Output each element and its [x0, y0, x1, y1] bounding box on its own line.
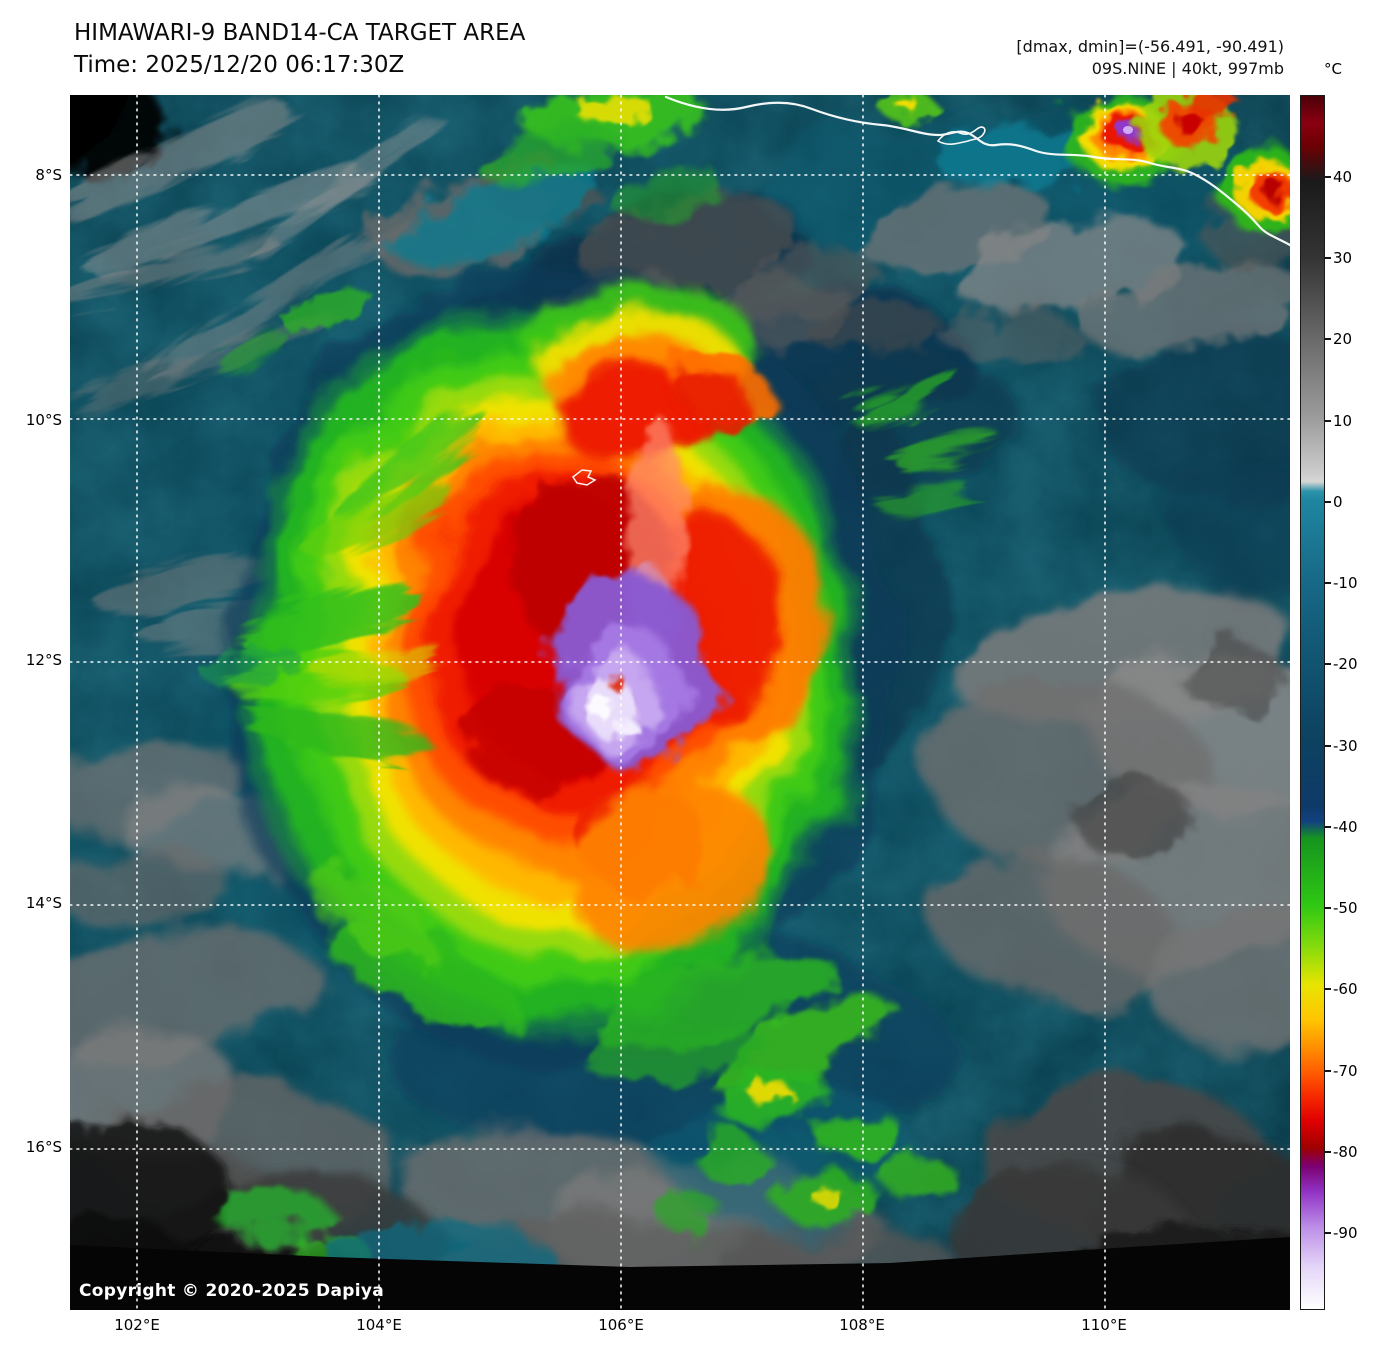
lon-label-110e: 110°E: [1081, 1316, 1127, 1334]
colorbar-unit-label: °C: [1324, 60, 1342, 78]
colorbar-label-0: 0: [1333, 493, 1343, 511]
colorbar-label-m80: -80: [1333, 1143, 1358, 1161]
colorbar-tick-mark: [1325, 1151, 1331, 1153]
copyright-text: Copyright © 2020-2025 Dapiya: [79, 1281, 384, 1301]
product-title: HIMAWARI-9 BAND14-CA TARGET AREA: [74, 20, 526, 46]
colorbar-tick-mark: [1325, 745, 1331, 747]
colorbar-tick-mark: [1325, 907, 1331, 909]
product-time: Time: 2025/12/20 06:17:30Z: [74, 52, 405, 78]
convective-cells: [201, 95, 993, 1297]
dmax-dmin-readout: [dmax, dmin]=(-56.491, -90.491): [1016, 37, 1284, 56]
colorbar-label-m10: -10: [1333, 574, 1358, 592]
temperature-colorbar: [1300, 95, 1325, 1310]
satellite-map: [70, 95, 1290, 1310]
colorbar-label-10: 10: [1333, 412, 1353, 430]
colorbar-label-m60: -60: [1333, 980, 1358, 998]
lon-label-108e: 108°E: [839, 1316, 885, 1334]
colorbar-label-20: 20: [1333, 330, 1353, 348]
colorbar-tick-mark: [1325, 176, 1331, 178]
lat-label-16s: 16°S: [25, 1138, 62, 1156]
lat-label-10s: 10°S: [25, 411, 62, 429]
colorbar-label-m20: -20: [1333, 655, 1358, 673]
colorbar-label-m90: -90: [1333, 1224, 1358, 1242]
colorbar-label-40: 40: [1333, 168, 1353, 186]
colorbar-label-m30: -30: [1333, 737, 1358, 755]
spiral-rainbands: [220, 408, 892, 1093]
lon-label-106e: 106°E: [598, 1316, 644, 1334]
colorbar-tick-mark: [1325, 338, 1331, 340]
colorbar-label-m50: -50: [1333, 899, 1358, 917]
colorbar-tick-mark: [1325, 582, 1331, 584]
ir-satellite-image: [70, 95, 1290, 1310]
colorbar-tick-mark: [1325, 826, 1331, 828]
lon-label-104e: 104°E: [356, 1316, 402, 1334]
storm-info-readout: 09S.NINE | 40kt, 997mb: [1091, 59, 1284, 78]
no-data-band: [70, 1237, 1290, 1310]
colorbar-tick-mark: [1325, 988, 1331, 990]
small-island-outline: [571, 469, 597, 486]
colorbar-tick-mark: [1325, 663, 1331, 665]
product-meta: [dmax, dmin]=(-56.491, -90.491) 09S.NINE…: [1016, 36, 1284, 80]
colorbar-tick-mark: [1325, 1070, 1331, 1072]
coastline: [571, 95, 1290, 486]
tropical-cyclone: [225, 265, 895, 1065]
lat-label-12s: 12°S: [25, 651, 62, 669]
lat-label-8s: 8°S: [35, 166, 62, 184]
lon-label-102e: 102°E: [114, 1316, 160, 1334]
colorbar-tick-mark: [1325, 501, 1331, 503]
colorbar-tick-mark: [1325, 257, 1331, 259]
colorbar-label-m70: -70: [1333, 1062, 1358, 1080]
colorbar-label-m40: -40: [1333, 818, 1358, 836]
colorbar-label-30: 30: [1333, 249, 1353, 267]
lat-label-14s: 14°S: [25, 894, 62, 912]
latlon-grid: [70, 95, 1290, 1310]
colorbar-tick-mark: [1325, 1232, 1331, 1234]
colorbar-tick-mark: [1325, 420, 1331, 422]
